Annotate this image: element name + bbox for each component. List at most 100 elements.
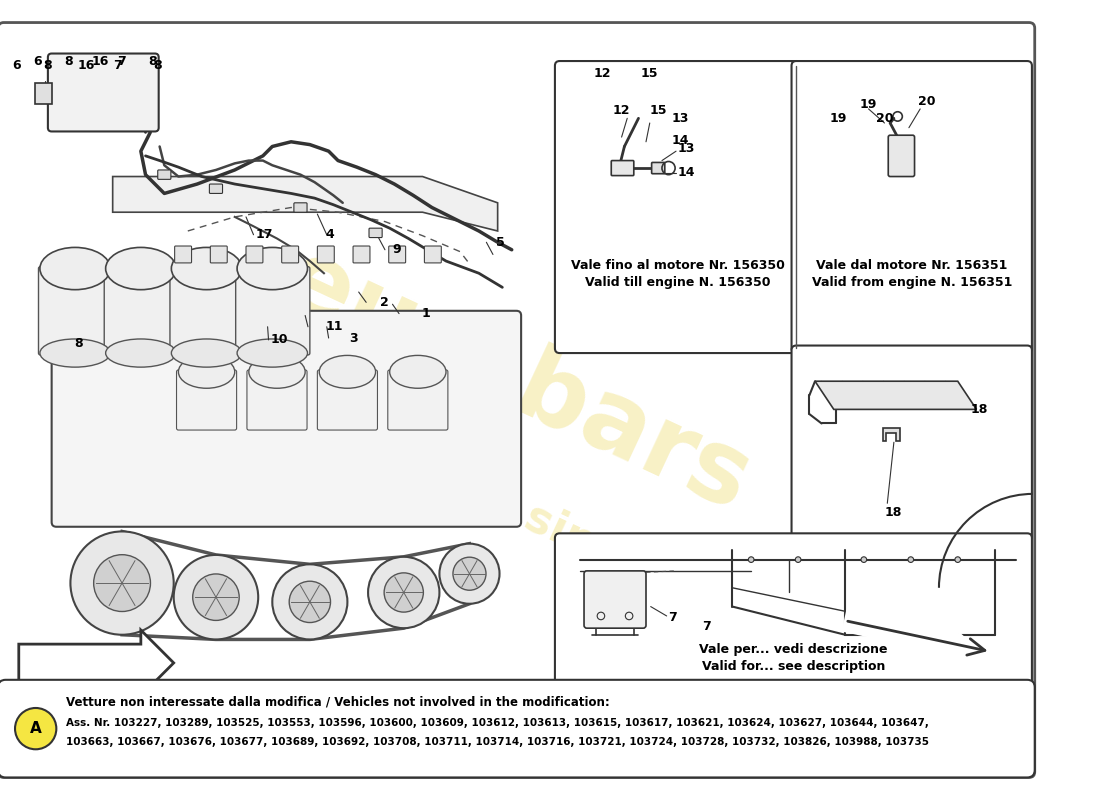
Text: 9: 9 (393, 243, 402, 256)
Text: 8: 8 (43, 59, 52, 72)
Text: 4: 4 (326, 228, 334, 242)
Text: 5: 5 (496, 236, 505, 249)
Text: Valid from engine N. 156351: Valid from engine N. 156351 (812, 276, 1012, 289)
FancyBboxPatch shape (210, 246, 228, 263)
Text: 20: 20 (876, 112, 893, 125)
Text: 15: 15 (640, 66, 658, 80)
Circle shape (748, 557, 754, 562)
Circle shape (289, 582, 330, 622)
Ellipse shape (172, 247, 242, 290)
Circle shape (453, 557, 486, 590)
Circle shape (861, 557, 867, 562)
Polygon shape (112, 177, 497, 231)
Text: 7: 7 (669, 611, 678, 624)
Text: 13: 13 (671, 112, 689, 125)
Text: 8: 8 (148, 55, 157, 69)
FancyBboxPatch shape (176, 370, 236, 430)
Text: 8: 8 (64, 55, 73, 69)
FancyBboxPatch shape (157, 170, 170, 179)
Polygon shape (19, 630, 174, 696)
Ellipse shape (319, 355, 375, 388)
Ellipse shape (249, 355, 305, 388)
FancyBboxPatch shape (52, 310, 521, 526)
FancyBboxPatch shape (584, 571, 646, 628)
FancyBboxPatch shape (368, 228, 382, 238)
FancyBboxPatch shape (425, 246, 441, 263)
Circle shape (94, 554, 151, 611)
Circle shape (795, 557, 801, 562)
Text: 10: 10 (271, 334, 288, 346)
FancyBboxPatch shape (388, 370, 448, 430)
FancyBboxPatch shape (0, 22, 1035, 778)
Text: Ass. Nr. 103227, 103289, 103525, 103553, 103596, 103600, 103609, 103612, 103613,: Ass. Nr. 103227, 103289, 103525, 103553,… (66, 718, 928, 728)
FancyBboxPatch shape (48, 54, 158, 131)
Ellipse shape (40, 339, 110, 367)
Text: 6: 6 (12, 59, 21, 72)
FancyBboxPatch shape (294, 203, 307, 212)
Ellipse shape (40, 247, 110, 290)
FancyBboxPatch shape (651, 162, 664, 174)
Text: 7: 7 (113, 59, 122, 72)
Circle shape (15, 708, 56, 750)
Text: passion for cars since 1985: passion for cars since 1985 (141, 320, 780, 649)
Polygon shape (882, 428, 900, 442)
Text: 12: 12 (613, 104, 629, 118)
FancyBboxPatch shape (246, 370, 307, 430)
Ellipse shape (238, 247, 308, 290)
Circle shape (368, 557, 439, 628)
Text: 11: 11 (326, 320, 343, 333)
Ellipse shape (238, 339, 308, 367)
Circle shape (908, 557, 914, 562)
Text: 16: 16 (92, 55, 109, 69)
FancyBboxPatch shape (209, 184, 222, 194)
FancyBboxPatch shape (104, 266, 178, 355)
Text: Vale dal motore Nr. 156351: Vale dal motore Nr. 156351 (816, 259, 1008, 272)
FancyArrow shape (843, 610, 977, 660)
Text: 19: 19 (829, 112, 847, 125)
Text: 2: 2 (381, 296, 388, 309)
Circle shape (70, 531, 174, 634)
Text: 19: 19 (859, 98, 877, 110)
Text: 8: 8 (75, 337, 82, 350)
Circle shape (192, 574, 239, 621)
Text: 12: 12 (594, 66, 612, 80)
FancyBboxPatch shape (792, 61, 1032, 353)
FancyBboxPatch shape (353, 246, 370, 263)
FancyBboxPatch shape (170, 266, 244, 355)
Text: 6: 6 (33, 55, 42, 69)
Text: A: A (30, 721, 42, 736)
Circle shape (384, 573, 424, 612)
Text: Vale fino al motore Nr. 156350: Vale fino al motore Nr. 156350 (571, 259, 785, 272)
Text: Valid till engine N. 156350: Valid till engine N. 156350 (585, 276, 771, 289)
FancyBboxPatch shape (318, 370, 377, 430)
FancyBboxPatch shape (318, 246, 334, 263)
FancyBboxPatch shape (612, 161, 634, 175)
FancyBboxPatch shape (39, 266, 112, 355)
Polygon shape (815, 382, 977, 410)
Text: Valid for... see description: Valid for... see description (702, 660, 886, 673)
FancyBboxPatch shape (282, 246, 298, 263)
Text: 15: 15 (650, 104, 668, 118)
Circle shape (955, 557, 960, 562)
Ellipse shape (178, 355, 234, 388)
Text: 14: 14 (678, 166, 695, 179)
Text: 8: 8 (153, 59, 162, 72)
Ellipse shape (106, 247, 176, 290)
Text: 3: 3 (349, 332, 358, 345)
Ellipse shape (389, 355, 446, 388)
Text: 14: 14 (671, 134, 689, 147)
FancyBboxPatch shape (554, 61, 801, 353)
FancyBboxPatch shape (388, 246, 406, 263)
Text: 13: 13 (678, 142, 695, 155)
Text: 18: 18 (971, 402, 988, 415)
FancyBboxPatch shape (175, 246, 191, 263)
Text: 17: 17 (255, 228, 273, 242)
FancyBboxPatch shape (0, 680, 1035, 778)
Ellipse shape (172, 339, 242, 367)
Circle shape (174, 555, 258, 639)
Text: 16: 16 (77, 59, 95, 72)
Text: Vale per... vedi descrizione: Vale per... vedi descrizione (700, 643, 888, 656)
Ellipse shape (106, 339, 176, 367)
FancyBboxPatch shape (792, 346, 1032, 541)
Polygon shape (35, 82, 52, 104)
